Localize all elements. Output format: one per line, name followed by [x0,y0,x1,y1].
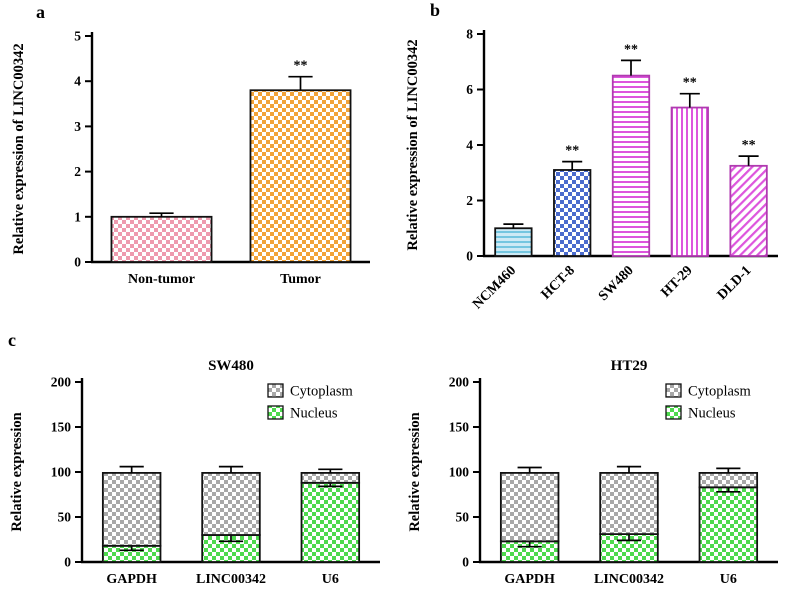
panel-a: 0 1 2 3 4 5 Relative expression of LINC00342 No… [6,0,388,323]
svg-text:150: 150 [51,420,72,435]
panel-c-ht29-stacked-chart: 0 50 100 150 200 Relative expression HT29 GAPDH… [407,358,778,587]
svg-text:0: 0 [462,555,469,570]
svg-text:Non-tumor: Non-tumor [128,272,195,287]
svg-text:150: 150 [449,420,470,435]
svg-text:NCM460: NCM460 [470,263,519,312]
svg-text:50: 50 [456,510,470,525]
svg-text:1: 1 [74,209,81,224]
panel-c-left: 0 50 100 150 200 Relative expression SW480 GAPD… [4,348,392,613]
panel-c-right: 0 50 100 150 200 Relative expression HT29 GAPDH… [402,348,790,613]
svg-text:U6: U6 [720,572,737,587]
panel-label-a: a [36,2,45,22]
svg-text:**: ** [565,144,579,159]
svg-text:HT-29: HT-29 [658,263,695,300]
svg-text:100: 100 [449,465,470,480]
svg-text:HCT-8: HCT-8 [539,263,578,302]
panel-a-bar-chart: 0 1 2 3 4 5 Relative expression of LINC00342 No… [11,29,370,287]
svg-text:LINC00342: LINC00342 [196,572,266,587]
svg-text:SW480: SW480 [208,358,254,374]
svg-text:**: ** [624,42,638,57]
svg-text:HT29: HT29 [611,358,648,374]
svg-text:200: 200 [51,375,72,390]
panel-label-c: c [8,330,16,350]
svg-text:50: 50 [58,510,72,525]
svg-text:Cytoplasm: Cytoplasm [290,384,354,400]
svg-text:Nucleus: Nucleus [688,406,736,422]
svg-text:200: 200 [449,375,470,390]
svg-text:Relative expression of LINC003: Relative expression of LINC00342 [405,39,421,250]
svg-text:**: ** [294,59,308,74]
svg-text:DLD-1: DLD-1 [715,263,755,303]
svg-text:U6: U6 [322,572,339,587]
svg-text:0: 0 [64,555,71,570]
svg-text:0: 0 [466,249,473,264]
svg-text:4: 4 [466,138,473,153]
svg-text:2: 2 [466,193,473,208]
panel-c-sw480-stacked-chart: 0 50 100 150 200 Relative expression SW480 GAPD… [9,358,380,587]
svg-text:LINC00342: LINC00342 [594,572,664,587]
svg-text:8: 8 [466,27,473,42]
svg-text:**: ** [683,76,697,91]
panel-b-bar-chart: 0 2 4 6 8 Relative expression of LINC00342 NCM… [405,27,778,312]
svg-text:6: 6 [466,82,473,97]
panel-b: 0 2 4 6 8 Relative expression of LINC00342 NCM… [400,0,792,345]
svg-text:3: 3 [74,119,81,134]
svg-text:Tumor: Tumor [280,272,321,287]
svg-text:Relative expression: Relative expression [9,412,25,531]
svg-text:SW480: SW480 [596,263,637,304]
svg-text:0: 0 [74,255,81,270]
svg-text:Nucleus: Nucleus [290,406,338,422]
svg-text:5: 5 [74,29,81,44]
svg-text:GAPDH: GAPDH [106,572,157,587]
svg-text:Relative expression of LINC003: Relative expression of LINC00342 [11,43,27,254]
svg-text:Relative expression: Relative expression [407,412,423,531]
svg-text:100: 100 [51,465,72,480]
panel-label-b: b [430,0,441,20]
svg-text:GAPDH: GAPDH [504,572,555,587]
svg-text:Cytoplasm: Cytoplasm [688,384,752,400]
svg-text:4: 4 [74,74,81,89]
svg-text:2: 2 [74,164,81,179]
svg-text:**: ** [742,138,756,153]
